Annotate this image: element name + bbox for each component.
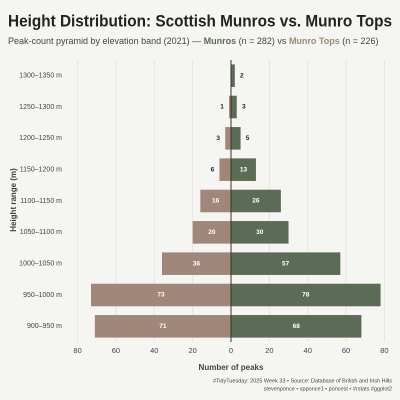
x-tick-label: 60 bbox=[112, 346, 120, 355]
legend-entry: Munros bbox=[204, 36, 237, 46]
data-label: 57 bbox=[282, 260, 290, 267]
data-label: 2 bbox=[240, 72, 244, 79]
x-tick-label: 20 bbox=[188, 346, 196, 355]
bar bbox=[231, 283, 381, 307]
y-tick-label: 1000–1050 m bbox=[19, 261, 62, 268]
bar bbox=[192, 221, 231, 244]
x-tick-label: 20 bbox=[265, 346, 273, 355]
caption: #TidyTuesday: 2025 Week 33 • Source: Dat… bbox=[213, 378, 392, 384]
bar bbox=[231, 127, 241, 150]
bar bbox=[231, 221, 289, 244]
bar bbox=[161, 252, 231, 275]
bar bbox=[200, 189, 231, 213]
data-label: 73 bbox=[157, 292, 165, 299]
data-label: 6 bbox=[211, 166, 215, 173]
x-tick-label: 60 bbox=[342, 346, 350, 355]
bar bbox=[225, 127, 231, 150]
x-axis-title: Number of peaks bbox=[199, 363, 264, 372]
data-label: 26 bbox=[252, 198, 260, 205]
y-tick-label: 1300–1350 m bbox=[19, 73, 62, 80]
bar bbox=[231, 158, 256, 181]
bar bbox=[231, 189, 281, 213]
caption: stevenponce • spponce1 • poncest • #rsta… bbox=[264, 386, 392, 392]
data-label: 16 bbox=[212, 198, 220, 205]
legend-entry: Munro Tops bbox=[289, 36, 340, 46]
x-tick-label: 80 bbox=[73, 346, 81, 355]
data-label: 3 bbox=[242, 104, 246, 111]
subtitle: Peak-count pyramid by elevation band (20… bbox=[8, 36, 379, 46]
data-label: 3 bbox=[216, 135, 220, 142]
y-tick-label: 1150–1200 m bbox=[20, 167, 62, 174]
y-tick-label: 1200–1250 m bbox=[19, 135, 62, 142]
y-tick-label: 900–950 m bbox=[27, 323, 62, 330]
data-label: 20 bbox=[208, 229, 216, 236]
x-tick-label: 40 bbox=[150, 346, 158, 355]
bar bbox=[91, 283, 231, 307]
subtitle-text: (n = 226) bbox=[342, 36, 378, 46]
y-tick-label: 1100–1150 m bbox=[20, 198, 62, 205]
x-tick-label: 0 bbox=[229, 346, 233, 355]
data-label: 78 bbox=[302, 292, 310, 299]
plot-area: 71 73 36 20 16 6 3 1 68 78 57 30 26 13 5 3 2 bbox=[91, 60, 381, 342]
data-label: 68 bbox=[293, 323, 301, 330]
chart-title: Height Distribution: Scottish Munros vs.… bbox=[8, 12, 392, 30]
bar bbox=[231, 95, 237, 119]
y-tick-label: 1050–1100 m bbox=[20, 229, 62, 236]
data-label: 71 bbox=[159, 323, 167, 330]
data-label: 30 bbox=[256, 229, 264, 236]
subtitle-text: (n = 282) vs bbox=[239, 36, 287, 46]
bar bbox=[219, 158, 231, 181]
x-tick-label: 40 bbox=[304, 346, 312, 355]
data-label: 5 bbox=[246, 135, 250, 142]
data-label: 13 bbox=[240, 166, 248, 173]
y-axis-title: Height range (m) bbox=[9, 168, 18, 232]
x-tick-label: 80 bbox=[380, 346, 388, 355]
bar bbox=[231, 64, 235, 87]
bar bbox=[231, 315, 362, 338]
bar bbox=[94, 315, 231, 338]
bar bbox=[229, 95, 231, 119]
subtitle-text: Peak-count pyramid by elevation band (20… bbox=[8, 36, 201, 46]
data-label: 36 bbox=[193, 260, 201, 267]
bar bbox=[231, 252, 341, 275]
y-tick-label: 950–1000 m bbox=[23, 292, 62, 299]
data-label: 1 bbox=[220, 104, 224, 111]
y-tick-label: 1250–1300 m bbox=[19, 104, 62, 111]
